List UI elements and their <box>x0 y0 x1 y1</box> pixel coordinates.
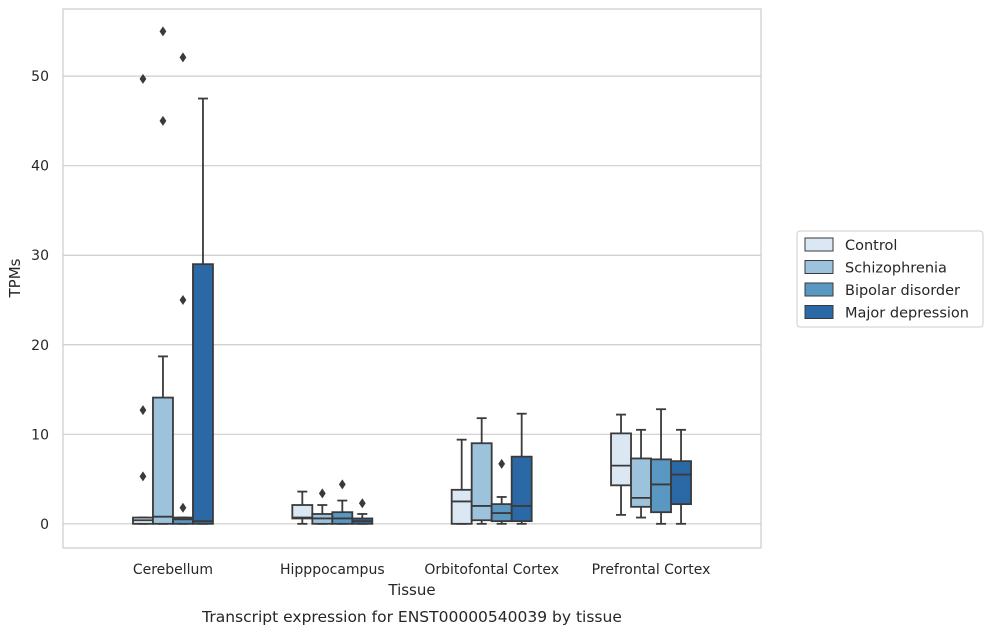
y-tick-label: 50 <box>31 69 49 85</box>
legend-label: Major depression <box>845 306 969 322</box>
x-tick-labels: Cerebellum Hipppocampus Orbitofontal Corte… <box>133 562 711 578</box>
outlier-point <box>159 115 167 126</box>
gridlines <box>63 75 761 525</box>
x-tick-label: Cerebellum <box>133 562 213 578</box>
y-tick-label: 10 <box>31 427 49 443</box>
legend-label: Bipolar disorder <box>845 283 960 299</box>
box-schizophrenia <box>470 442 493 522</box>
legend-frame <box>796 230 984 328</box>
legend-swatch <box>804 282 834 297</box>
box-schizophrenia <box>152 396 174 525</box>
box-major-depression <box>670 460 692 506</box>
outlier-point <box>159 26 167 37</box>
legend-label: Control <box>845 238 897 254</box>
x-axis-label: Tissue <box>387 581 435 599</box>
outlier-point <box>179 502 187 513</box>
boxes-layer <box>132 26 692 525</box>
box-control <box>291 504 314 520</box>
outlier-point <box>139 405 147 416</box>
box-major-depression <box>510 455 533 523</box>
box-schizophrenia <box>630 457 652 508</box>
x-tick-label: Orbitofontal Cortex <box>424 562 559 578</box>
x-tick-label: Prefrontal Cortex <box>592 562 711 578</box>
y-tick-labels: 0 10 20 30 40 50 <box>31 69 49 533</box>
x-tick-label: Hipppocampus <box>280 562 385 578</box>
y-axis-label: TPMs <box>6 258 24 298</box>
box-bipolar-disorder <box>650 458 672 514</box>
box-control <box>450 488 473 525</box>
outlier-point <box>179 294 187 305</box>
plot-frame <box>62 8 762 549</box>
y-tick-label: 20 <box>31 338 49 354</box>
legend-swatch <box>804 305 834 319</box>
outlier-point <box>358 498 366 509</box>
outlier-point <box>318 488 326 499</box>
legend-label: Schizophrenia <box>845 261 947 277</box>
box-major-depression <box>192 263 214 525</box>
y-tick-label: 30 <box>31 248 49 264</box>
legend: Control Schizophrenia Bipolar disorder Majo… <box>796 230 984 328</box>
y-tick-label: 40 <box>31 159 49 175</box>
legend-swatch <box>804 237 834 252</box>
outlier-point <box>139 73 147 84</box>
outlier-point <box>179 52 187 63</box>
legend-swatch <box>804 260 834 274</box>
outlier-point <box>498 458 506 469</box>
box-control <box>610 432 632 487</box>
chart-caption: Transcript expression for ENST0000054003… <box>201 608 622 626</box>
y-tick-label: 0 <box>40 517 49 533</box>
outlier-point <box>338 479 346 490</box>
outlier-point <box>139 471 147 482</box>
